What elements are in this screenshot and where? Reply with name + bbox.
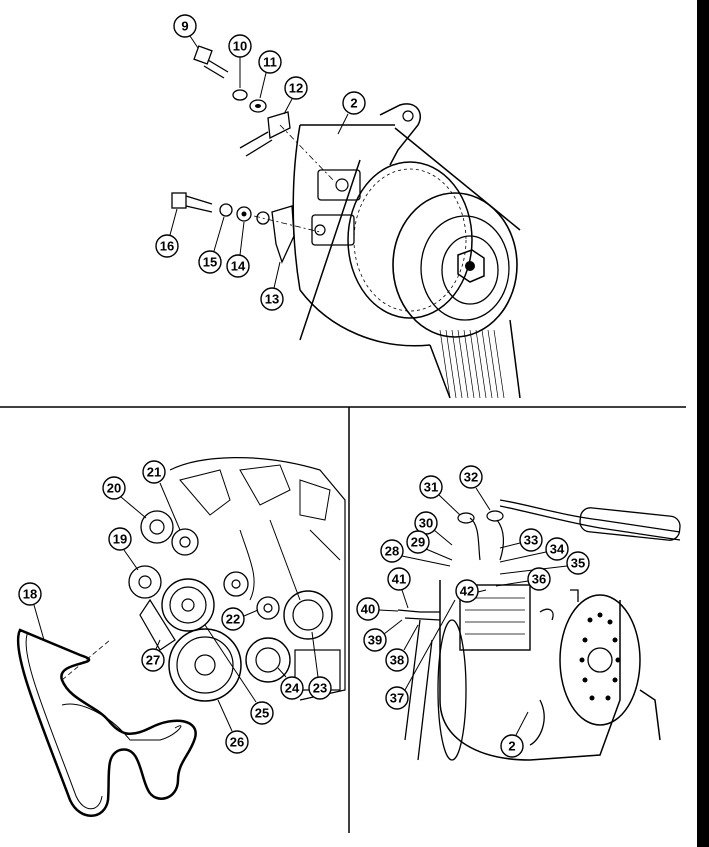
callout-39: 39 [363, 619, 403, 652]
callout-12: 12 [283, 76, 308, 115]
page-edge-bar [697, 0, 709, 847]
callout-26: 26 [217, 699, 249, 754]
callout-24: 24 [277, 667, 304, 700]
svg-text:25: 25 [255, 706, 269, 721]
alternator-body-drawing [397, 580, 661, 761]
svg-text:15: 15 [203, 255, 217, 270]
svg-text:11: 11 [263, 55, 277, 70]
svg-text:30: 30 [419, 516, 433, 531]
belt-ribs [439, 329, 505, 399]
svg-text:19: 19 [113, 532, 127, 547]
svg-text:35: 35 [571, 556, 585, 571]
svg-text:38: 38 [390, 653, 404, 668]
callout-23: 23 [308, 631, 332, 700]
callout-34: 34 [499, 537, 569, 563]
top-panel: 9 10 11 12 2 16 15 [155, 14, 521, 399]
serpentine-belt [16, 628, 197, 817]
callout-13: 13 [260, 261, 284, 311]
svg-text:42: 42 [460, 584, 474, 599]
callout-22: 22 [221, 607, 259, 631]
callout-37: 37 [385, 599, 456, 710]
wiring-harness-drawing [457, 499, 681, 561]
bottom-left-panel: 18 20 21 19 22 27 25 [16, 457, 346, 817]
callout-32: 32 [459, 465, 491, 511]
svg-text:24: 24 [285, 681, 300, 696]
engine-front-drawing [128, 457, 346, 702]
svg-text:26: 26 [230, 735, 244, 750]
alternator-drawing [292, 103, 521, 399]
callout-2-top: 2 [337, 91, 366, 135]
callout-27: 27 [141, 639, 165, 672]
svg-text:13: 13 [265, 292, 279, 307]
svg-text:37: 37 [390, 691, 404, 706]
svg-text:16: 16 [160, 239, 174, 254]
svg-text:22: 22 [226, 612, 240, 627]
svg-text:32: 32 [464, 470, 478, 485]
callout-18: 18 [18, 582, 45, 641]
callout-21: 21 [142, 460, 181, 531]
callout-9: 9 [173, 14, 199, 49]
bottom-right-panel: 31 32 30 29 28 33 34 [356, 465, 681, 761]
callout-16: 16 [155, 208, 179, 258]
callout-19: 19 [108, 527, 139, 571]
callout-41: 41 [387, 567, 411, 609]
svg-text:21: 21 [147, 465, 161, 480]
svg-text:27: 27 [146, 653, 160, 668]
svg-text:12: 12 [289, 81, 303, 96]
svg-text:40: 40 [361, 602, 375, 617]
callout-2-bottom: 2 [500, 711, 529, 758]
svg-text:2: 2 [508, 739, 515, 754]
lower-hardware [171, 192, 321, 264]
callout-20: 20 [102, 476, 147, 519]
callout-28: 28 [380, 539, 451, 567]
callout-31: 31 [419, 475, 461, 516]
svg-text:36: 36 [532, 572, 546, 587]
callout-25: 25 [204, 624, 274, 725]
svg-text:20: 20 [107, 481, 121, 496]
svg-text:18: 18 [23, 587, 37, 602]
svg-text:23: 23 [313, 681, 327, 696]
svg-text:14: 14 [231, 259, 246, 274]
callout-40: 40 [356, 597, 399, 621]
callout-42: 42 [455, 579, 487, 603]
callout-30: 30 [414, 511, 453, 546]
svg-text:2: 2 [350, 96, 357, 111]
svg-text:31: 31 [424, 480, 438, 495]
svg-text:9: 9 [181, 19, 188, 34]
callout-10: 10 [228, 34, 252, 88]
upper-hardware [193, 45, 336, 183]
callout-38: 38 [385, 624, 419, 672]
callout-14: 14 [226, 221, 250, 278]
svg-text:39: 39 [368, 633, 382, 648]
svg-text:10: 10 [233, 39, 247, 54]
callout-11: 11 [258, 50, 282, 99]
svg-text:28: 28 [385, 544, 399, 559]
svg-text:34: 34 [550, 542, 565, 557]
callout-33: 33 [499, 528, 543, 552]
svg-text:33: 33 [524, 533, 538, 548]
callout-29: 29 [406, 530, 453, 561]
svg-text:41: 41 [392, 572, 406, 587]
svg-text:29: 29 [411, 535, 425, 550]
callout-36: 36 [495, 567, 551, 591]
callout-15: 15 [198, 216, 225, 274]
